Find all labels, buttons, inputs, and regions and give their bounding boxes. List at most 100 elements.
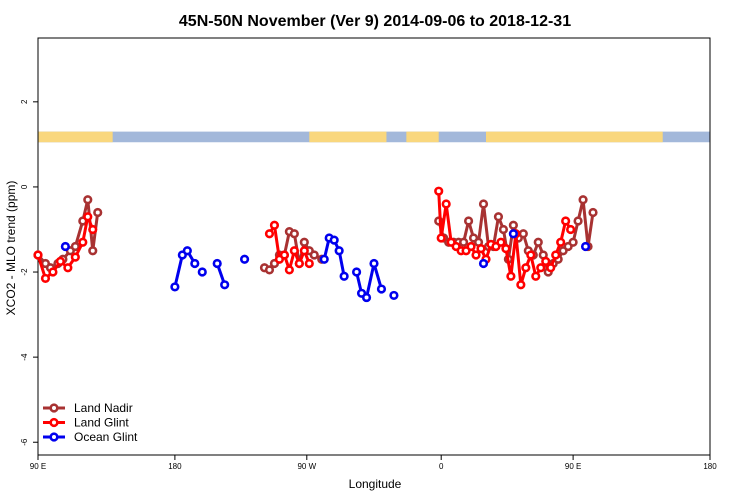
data-point — [521, 263, 531, 273]
data-point — [516, 280, 526, 290]
land-band-segment — [38, 131, 113, 143]
x-tick-label: 90 E — [30, 462, 46, 471]
data-point — [182, 246, 192, 256]
data-point — [508, 229, 518, 239]
data-point — [197, 267, 207, 277]
legend-label: Land Glint — [74, 416, 129, 430]
data-point — [568, 237, 578, 247]
data-point — [269, 220, 280, 230]
series-land-glint — [33, 186, 576, 290]
data-point — [304, 258, 314, 269]
data-point — [496, 237, 506, 247]
data-point — [459, 237, 469, 247]
data-point — [376, 284, 387, 294]
data-point — [40, 273, 51, 284]
data-point — [33, 250, 43, 260]
data-point — [48, 267, 58, 277]
data-point — [508, 220, 518, 230]
data-point — [212, 258, 222, 269]
data-point — [299, 246, 309, 256]
data-point — [339, 271, 349, 281]
data-point — [478, 258, 489, 269]
data-point — [556, 237, 566, 247]
land-band-segment — [309, 131, 387, 143]
data-point — [578, 195, 588, 205]
data-point — [351, 267, 362, 277]
data-point — [83, 195, 93, 205]
land-band-segment — [486, 131, 663, 143]
y-tick-label: -6 — [20, 438, 29, 446]
y-tick-label: -2 — [20, 268, 29, 276]
x-axis-label: Longitude — [349, 477, 402, 491]
legend-marker — [49, 417, 59, 428]
data-point — [299, 237, 309, 247]
data-point — [493, 212, 504, 222]
legend-item: Land Glint — [43, 416, 129, 430]
legend-marker — [49, 432, 59, 442]
series-line — [36, 198, 100, 270]
data-point — [284, 265, 294, 275]
legend-marker — [49, 403, 59, 413]
data-point — [580, 241, 591, 252]
data-point — [531, 271, 541, 281]
data-point — [319, 254, 329, 264]
data-point — [220, 280, 230, 290]
y-tick-label: -4 — [20, 353, 29, 361]
data-point — [566, 224, 576, 235]
data-point — [478, 199, 489, 209]
data-point — [289, 229, 299, 239]
x-tick-label: 90 W — [297, 462, 316, 471]
data-point — [436, 233, 446, 243]
data-point — [60, 241, 70, 252]
data-point — [88, 224, 98, 235]
series-ocean-glint — [60, 229, 591, 303]
data-point — [294, 258, 304, 269]
data-point — [476, 244, 486, 254]
x-tick-label: 180 — [703, 462, 717, 471]
data-point — [93, 207, 103, 218]
chart-title: 45N-50N November (Ver 9) 2014-09-06 to 2… — [179, 13, 571, 30]
data-point — [441, 199, 451, 209]
data-point — [309, 250, 319, 260]
data-point — [70, 241, 80, 252]
land-ocean-band — [38, 131, 710, 143]
y-tick-label: 2 — [20, 99, 29, 104]
series-layer — [33, 186, 598, 303]
data-point — [561, 216, 571, 226]
data-point — [279, 250, 290, 260]
data-point — [190, 258, 200, 269]
data-point — [264, 229, 275, 239]
data-point — [361, 292, 372, 303]
data-point — [463, 216, 474, 226]
data-point — [70, 252, 80, 262]
data-point — [498, 224, 509, 235]
data-point — [506, 271, 516, 281]
data-point — [466, 241, 476, 252]
data-point — [289, 246, 299, 256]
data-point — [239, 254, 250, 264]
x-axis: 90 E 180 90 W 0 90 E 180 — [30, 455, 717, 471]
legend-label: Land Nadir — [74, 401, 133, 415]
data-point — [546, 263, 556, 273]
data-point — [170, 282, 180, 292]
data-point — [471, 250, 481, 260]
data-point — [78, 237, 88, 247]
data-point — [55, 256, 66, 266]
data-point — [501, 244, 511, 254]
data-point — [434, 186, 444, 196]
data-point — [88, 246, 98, 256]
data-point — [588, 207, 598, 218]
x-tick-label: 180 — [168, 462, 182, 471]
y-tick-label: 0 — [20, 184, 29, 189]
data-point — [536, 263, 546, 273]
data-point — [389, 290, 399, 301]
x-tick-label: 0 — [439, 462, 444, 471]
data-point — [63, 263, 73, 273]
data-point — [334, 246, 344, 256]
data-point — [518, 229, 528, 239]
x-tick-label: 90 E — [565, 462, 581, 471]
y-axis: 2 0 -2 -4 -6 — [20, 99, 38, 446]
y-axis-label: XCO2 - MLO trend (ppm) — [4, 181, 18, 316]
